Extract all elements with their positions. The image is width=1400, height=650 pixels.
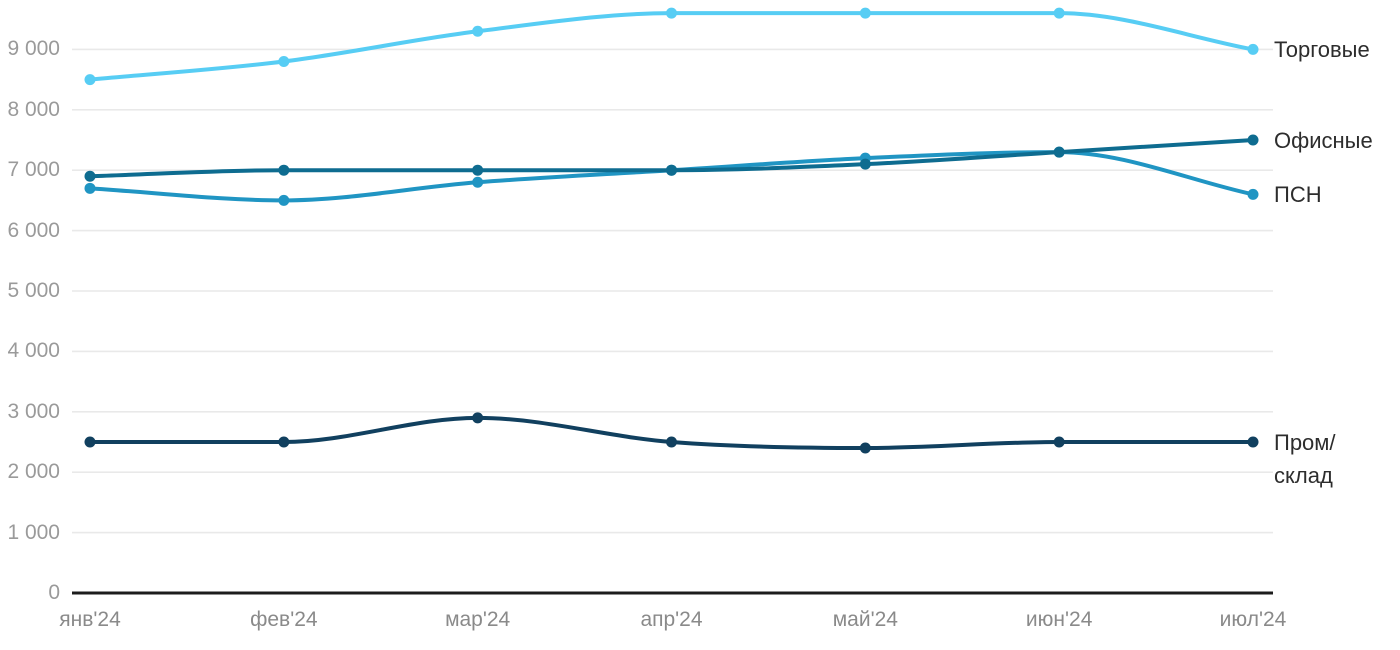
series-line-3 [88,150,1255,203]
x-axis-tick-label: янв'24 [59,608,121,631]
series-label: Офисные [1274,124,1373,157]
series-label-line: Торговые [1274,36,1370,62]
series-label: Пром/склад [1274,426,1336,492]
series-label: Торговые [1274,33,1370,66]
data-point[interactable] [472,164,484,176]
data-point[interactable] [666,436,677,448]
data-point[interactable] [666,7,677,19]
y-axis-tick-label: 8 000 [7,97,60,121]
y-axis-tick-label: 6 000 [7,218,60,242]
data-point[interactable] [472,412,484,424]
data-point[interactable] [1247,43,1259,55]
data-point[interactable] [84,170,96,182]
x-axis-tick-label: июн'24 [1025,608,1093,631]
data-point[interactable] [859,442,871,454]
data-point[interactable] [84,182,96,194]
data-point[interactable] [278,55,290,67]
series-line-1 [88,11,1255,82]
x-axis-tick-label: апр'24 [640,608,703,631]
data-point[interactable] [1247,134,1259,146]
x-axis-tick-label: июл'24 [1219,608,1287,631]
y-axis-tick-label: 1 000 [7,520,60,544]
series-label-line: Пром/ [1274,429,1336,455]
x-axis-tick-label: фев'24 [250,608,318,631]
series-label-line: ПСН [1274,181,1322,207]
data-point[interactable] [278,194,290,206]
data-point[interactable] [1247,436,1259,448]
data-point[interactable] [1053,7,1065,19]
data-point[interactable] [1053,146,1065,158]
data-point[interactable] [666,164,677,176]
data-point[interactable] [1247,188,1259,200]
series-label-line: Офисные [1274,127,1373,153]
y-axis-tick-label: 5 000 [7,279,60,302]
y-axis-tick-label: 4 000 [7,339,60,363]
data-point[interactable] [472,176,484,188]
data-point[interactable] [472,25,484,37]
x-axis-tick-label: май'24 [832,608,898,631]
series-label-line: склад [1274,462,1333,488]
y-axis-tick-label: 7 000 [7,158,60,182]
y-axis-tick-label: 9 000 [7,37,60,61]
y-axis-tick-label: 2 000 [7,460,60,484]
data-point[interactable] [84,436,96,448]
data-point[interactable] [859,7,871,19]
series-label: ПСН [1274,178,1322,211]
data-point[interactable] [1053,436,1065,448]
x-axis-tick-label: мар'24 [445,608,511,631]
data-point[interactable] [278,164,290,176]
data-point[interactable] [84,74,96,86]
y-axis-tick-label: 0 [48,581,60,604]
data-point[interactable] [278,436,290,448]
y-axis-tick-label: 3 000 [7,399,60,423]
data-point[interactable] [859,158,871,170]
